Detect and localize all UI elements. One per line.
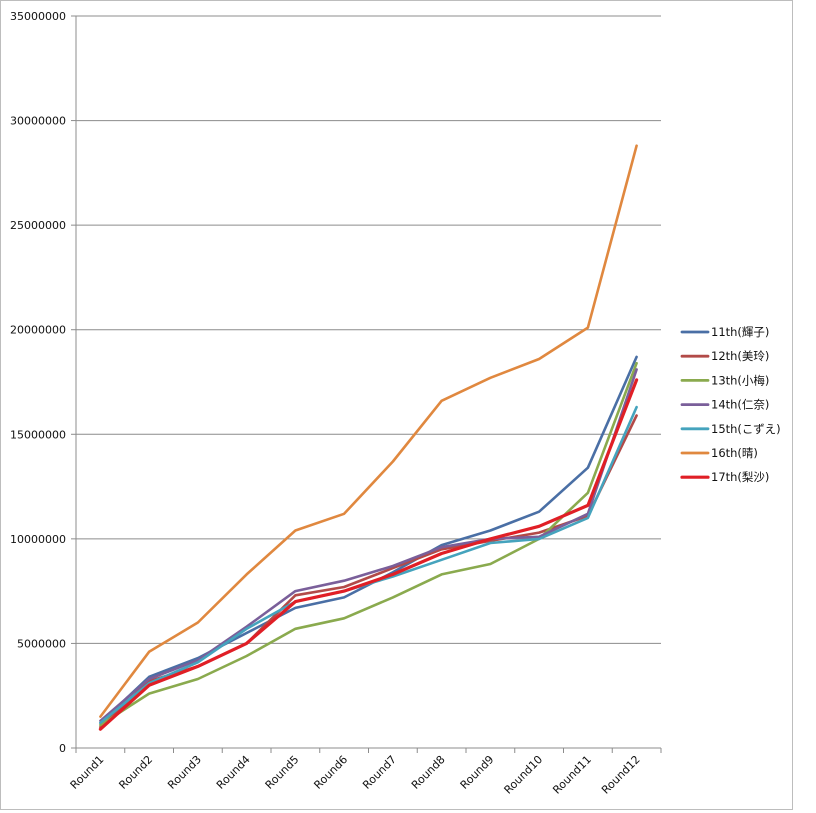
- series-line: [99, 414, 638, 729]
- series-line: [99, 368, 638, 723]
- x-tick-label: Round10: [502, 753, 546, 797]
- x-tick-label: Round11: [550, 753, 594, 797]
- x-tick-label: Round8: [409, 753, 448, 792]
- legend-label: 13th(小梅): [711, 373, 769, 387]
- y-tick-label: 0: [59, 742, 66, 755]
- y-tick-label: 5000000: [17, 637, 66, 650]
- y-tick-label: 25000000: [10, 219, 66, 232]
- series-line: [99, 405, 638, 725]
- x-tick-label: Round6: [311, 753, 350, 792]
- y-tick-label: 20000000: [10, 324, 66, 337]
- x-tick-label: Round5: [263, 753, 302, 792]
- y-axis-ticks: 0 5000000 10000000 15000000 20000000 25000000…: [10, 10, 76, 755]
- legend-label: 11th(輝子): [711, 325, 769, 339]
- series-line: [98, 378, 639, 731]
- legend: 11th(輝子) 12th(美玲) 13th(小梅) 14th(仁奈) 15th(こずえ…: [680, 325, 781, 484]
- x-tick-label: Round3: [165, 753, 204, 792]
- y-tick-label: 15000000: [10, 428, 66, 441]
- x-tick-label: Round4: [214, 753, 253, 792]
- y-tick-label: 30000000: [10, 115, 66, 128]
- legend-label: 14th(仁奈): [711, 398, 769, 412]
- x-tick-label: Round7: [360, 753, 399, 792]
- x-tick-label: Round2: [116, 753, 155, 792]
- series-line: [99, 361, 638, 727]
- x-tick-label: Round12: [599, 753, 643, 797]
- legend-label: 17th(梨沙): [711, 470, 769, 484]
- series-line: [99, 144, 638, 718]
- y-tick-label: 10000000: [10, 533, 66, 546]
- legend-label: 15th(こずえ): [711, 422, 781, 436]
- gridlines: [76, 15, 661, 644]
- legend-label: 16th(晴): [711, 446, 758, 460]
- x-tick-label: Round9: [458, 753, 497, 792]
- legend-label: 12th(美玲): [711, 349, 769, 363]
- x-tick-label: Round1: [68, 753, 107, 792]
- series-lines: [98, 144, 639, 731]
- y-tick-label: 35000000: [10, 10, 66, 23]
